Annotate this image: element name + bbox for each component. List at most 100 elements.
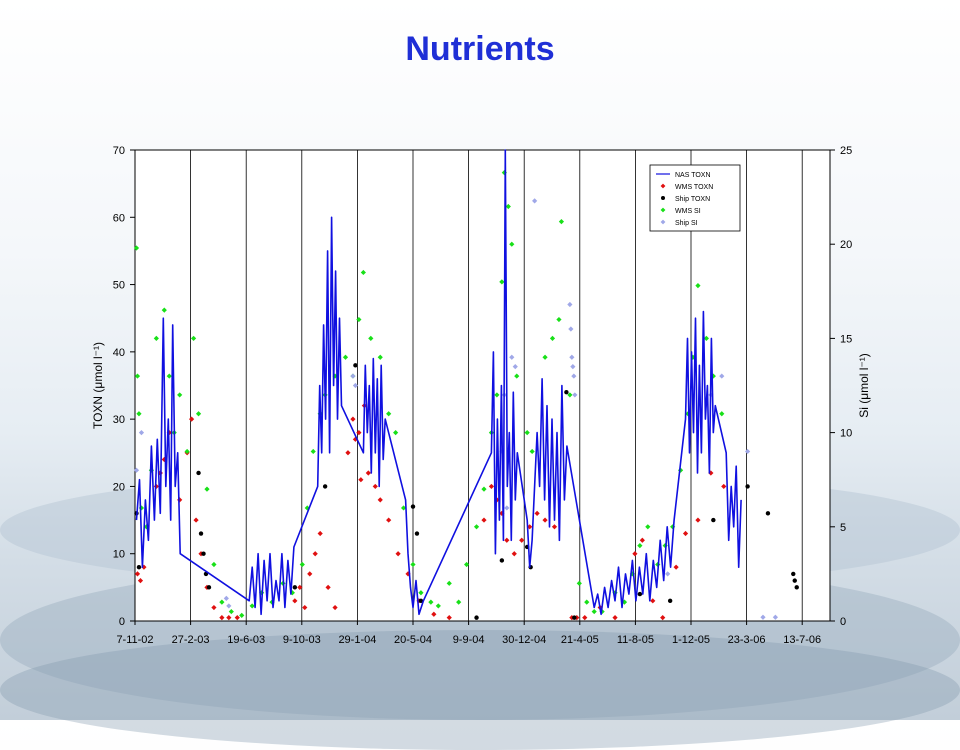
legend-label: NAS TOXN — [675, 172, 711, 179]
x-tick-label: 19-6-03 — [227, 634, 265, 646]
point-ship-si — [509, 354, 515, 360]
y-right-tick-label: 10 — [840, 428, 852, 440]
point-wms-toxn — [431, 611, 437, 617]
nutrients-chart: 7-11-02 27-2-03 19-6-03 9-10-03 29-1-04 20-5-… — [91, 145, 871, 646]
point-wms-si — [481, 486, 487, 492]
point-wms-si — [219, 599, 225, 605]
point-wms-toxn — [673, 564, 679, 570]
point-wms-toxn — [519, 537, 525, 543]
point-wms-si — [464, 561, 470, 568]
point-wms-toxn — [358, 477, 364, 483]
point-wms-toxn — [193, 517, 199, 523]
point-wms-si — [377, 354, 383, 360]
point-wms-si — [529, 448, 535, 455]
point-ship-si — [352, 382, 359, 389]
point-ship-toxn — [292, 585, 298, 590]
point-wms-toxn — [177, 497, 183, 503]
point-ship-si — [569, 354, 575, 360]
legend-label: Ship SI — [675, 220, 698, 227]
point-wms-si — [567, 392, 573, 398]
point-wms-toxn — [639, 537, 645, 543]
point-ship-toxn — [410, 504, 416, 509]
point-ship-si — [744, 448, 751, 455]
point-wms-si — [499, 279, 505, 285]
point-wms-si — [190, 335, 197, 341]
point-wms-si — [138, 505, 145, 511]
point-wms-toxn — [312, 551, 318, 557]
point-wms-toxn — [446, 615, 452, 621]
point-ship-toxn — [667, 598, 673, 604]
point-wms-si — [719, 411, 725, 417]
point-wms-toxn — [481, 517, 487, 523]
point-wms-toxn — [356, 430, 362, 436]
point-wms-toxn — [650, 598, 656, 604]
point-wms-toxn — [377, 497, 383, 503]
point-ship-toxn — [765, 511, 771, 516]
point-wms-si — [677, 467, 684, 473]
y-tick-label: 40 — [113, 347, 125, 359]
y-tick-label: 0 — [119, 616, 125, 628]
point-wms-toxn — [345, 450, 351, 456]
x-tick-label: 9-9-04 — [453, 634, 485, 646]
point-wms-si — [400, 505, 407, 511]
point-wms-si — [558, 218, 565, 225]
point-wms-si — [591, 608, 597, 615]
point-wms-si — [435, 603, 441, 609]
point-wms-toxn — [141, 564, 147, 570]
point-wms-toxn — [542, 517, 548, 523]
point-ship-toxn — [196, 470, 201, 476]
point-wms-si — [418, 590, 424, 596]
point-wms-toxn — [226, 615, 232, 621]
point-wms-si — [494, 392, 500, 398]
y-right-tick-label: 5 — [840, 522, 846, 534]
point-ship-toxn — [206, 585, 212, 590]
x-tick-label: 29-1-04 — [338, 634, 376, 646]
point-ship-toxn — [474, 615, 479, 620]
point-wms-si — [501, 170, 507, 176]
x-tick-label: 11-8-05 — [617, 634, 654, 646]
point-ship-si — [665, 571, 671, 577]
point-wms-si — [299, 561, 305, 568]
point-wms-si — [184, 448, 190, 455]
point-wms-toxn — [297, 584, 303, 590]
point-wms-si — [177, 392, 183, 398]
point-ship-si — [572, 392, 578, 398]
point-ship-si — [512, 364, 518, 370]
y-tick-label: 70 — [113, 145, 125, 157]
point-wms-toxn — [632, 551, 638, 557]
point-wms-toxn — [302, 604, 308, 611]
series-line-nas-toxn — [135, 149, 742, 616]
point-wms-toxn — [307, 571, 313, 577]
point-wms-toxn — [317, 530, 323, 537]
point-wms-toxn — [488, 483, 495, 490]
point-wms-si — [136, 411, 142, 417]
legend-label: WMS TOXN — [675, 184, 713, 191]
point-wms-si — [695, 283, 701, 289]
point-wms-si — [342, 354, 349, 360]
point-wms-toxn — [134, 571, 141, 577]
point-ship-toxn — [794, 585, 799, 590]
point-wms-si — [556, 316, 562, 323]
point-wms-si — [211, 561, 217, 568]
legend-label: Ship TOXN — [675, 196, 710, 203]
point-wms-toxn — [582, 615, 588, 621]
point-wms-si — [204, 486, 210, 492]
point-wms-toxn — [682, 530, 689, 537]
legend-swatch-marker — [660, 207, 666, 213]
legend-swatch-marker — [661, 196, 665, 200]
point-wms-toxn — [292, 598, 298, 604]
y-right-tick-label: 15 — [840, 333, 852, 345]
point-wms-toxn — [219, 615, 225, 621]
x-tick-label: 27-2-03 — [172, 634, 210, 646]
x-tick-label: 23-3-06 — [728, 634, 766, 646]
point-wms-toxn — [325, 584, 331, 590]
point-wms-si — [360, 269, 366, 276]
x-tick-label: 7-11-02 — [116, 634, 153, 646]
point-wms-si — [514, 373, 520, 379]
point-wms-si — [524, 430, 530, 436]
point-wms-si — [576, 580, 582, 586]
point-wms-toxn — [350, 416, 356, 422]
point-wms-toxn — [372, 483, 378, 490]
point-wms-toxn — [386, 517, 392, 523]
point-ship-toxn — [791, 571, 796, 577]
